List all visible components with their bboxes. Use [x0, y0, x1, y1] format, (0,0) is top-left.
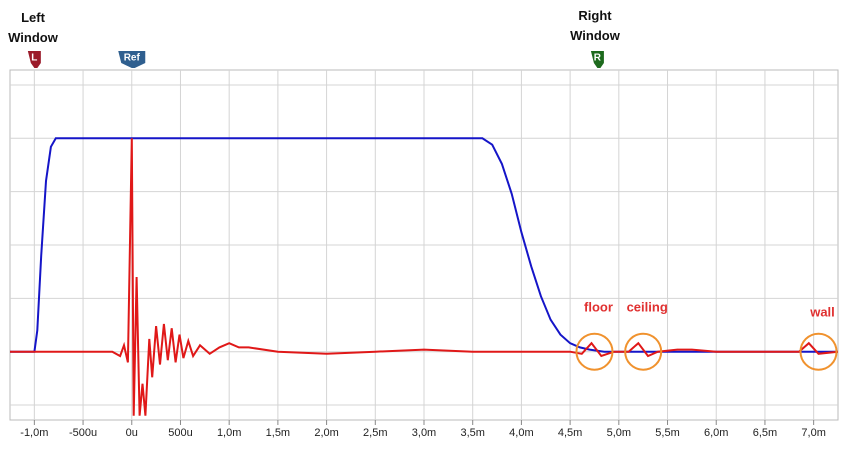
window-marker-label: L	[31, 53, 37, 64]
reflection-circle	[624, 332, 663, 371]
x-tick-label: 5,5m	[655, 427, 679, 439]
x-tick-label: 4,0m	[509, 427, 533, 439]
right-window-label: Right Window	[570, 8, 620, 43]
series-line	[10, 137, 838, 353]
x-tick-label: 7,0m	[801, 427, 825, 439]
x-tick-label: -500u	[69, 427, 97, 439]
reflection-label: wall	[809, 304, 835, 319]
x-tick-label: 500u	[168, 427, 192, 439]
x-tick-label: 6,5m	[753, 427, 777, 439]
window-marker	[27, 51, 41, 68]
x-tick-label: 6,0m	[704, 427, 728, 439]
x-tick-label: 0u	[126, 427, 138, 439]
reflection-circle	[575, 332, 614, 371]
x-tick-label: 5,0m	[607, 427, 631, 439]
x-tick-label: -1,0m	[20, 427, 48, 439]
x-tick-label: 3,5m	[460, 427, 484, 439]
window-marker-label: Ref	[124, 53, 141, 64]
x-tick-label: 2,0m	[314, 427, 338, 439]
x-tick-label: 2,5m	[363, 427, 387, 439]
window-marker	[118, 51, 146, 68]
window-marker	[590, 51, 604, 68]
series-line	[10, 138, 838, 416]
x-tick-label: 3,0m	[412, 427, 436, 439]
x-tick-label: 1,5m	[266, 427, 290, 439]
reflection-label: floor	[584, 299, 613, 314]
reflection-circle	[799, 332, 838, 371]
reflection-label: ceiling	[627, 299, 668, 314]
x-tick-label: 4,5m	[558, 427, 582, 439]
left-window-label: Left Window	[8, 10, 58, 45]
x-tick-label: 1,0m	[217, 427, 241, 439]
window-marker-label: R	[594, 53, 602, 64]
